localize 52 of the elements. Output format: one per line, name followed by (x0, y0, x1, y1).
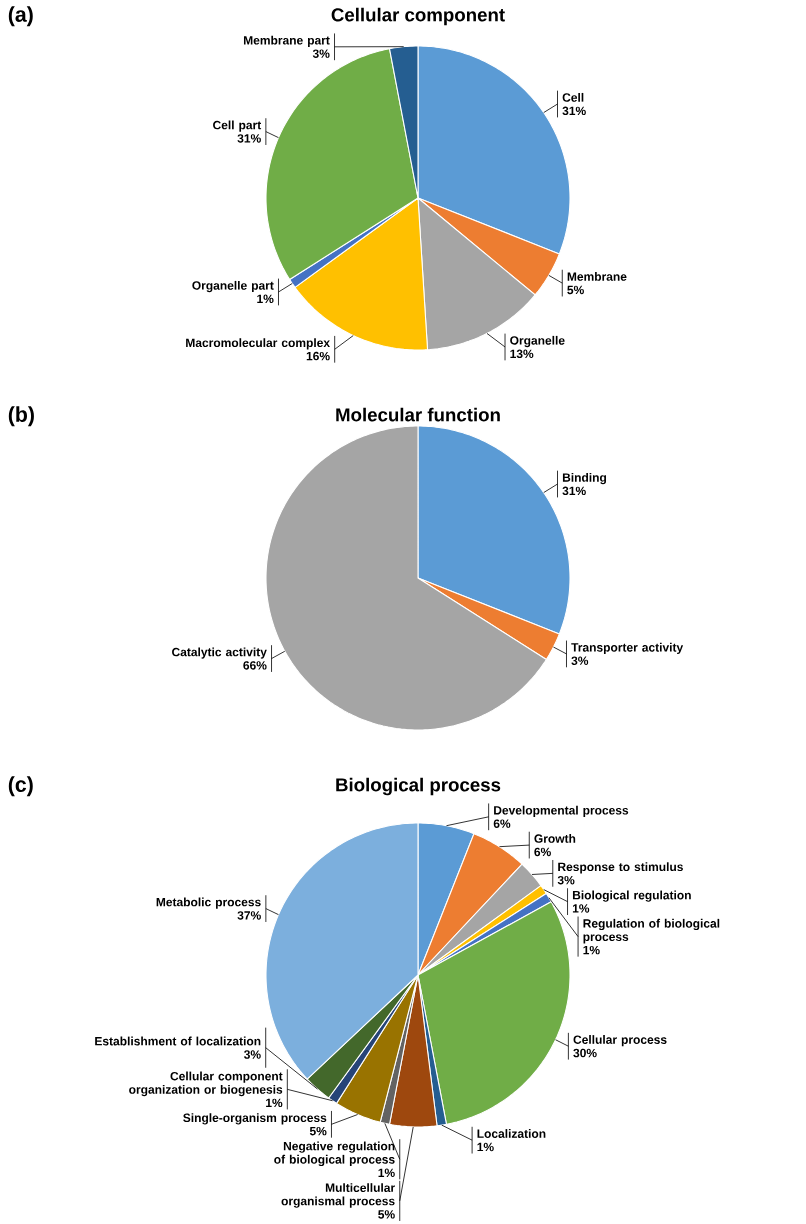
slice-label: Response to stimulus (558, 862, 683, 874)
slice-label: Negative regulation of biological process (274, 1141, 395, 1167)
slice-label: Localization (477, 1129, 546, 1138)
data-label: 1% (266, 1098, 283, 1108)
slice-label: Cellular process (573, 1035, 667, 1047)
data-label: 5% (309, 1126, 327, 1136)
data-label: 1% (477, 1142, 494, 1152)
data-label: 31% (562, 486, 586, 496)
text: (b) (8, 406, 34, 427)
data-label: 3% (312, 49, 330, 58)
slice-label: Cellular component organization or biogenesis (129, 1071, 283, 1097)
data-label: 1% (378, 1168, 395, 1177)
slice-label: Metabolic process (156, 897, 261, 909)
slice-label: Cell (562, 92, 584, 102)
chart-title: Molecular function (336, 407, 500, 422)
slice-label: Organelle part (192, 280, 274, 293)
data-label: 66% (243, 661, 267, 670)
slice-label: Multicellular organismal process (281, 1183, 395, 1208)
slice-label: Developmental process (494, 805, 629, 817)
slice-label: Regulation of biological process (583, 918, 720, 944)
data-label: 37% (237, 911, 261, 920)
slice-label: Membrane (567, 272, 627, 281)
data-label: 1% (583, 945, 600, 955)
slice-label: Biological regulation (572, 890, 691, 902)
data-label: 5% (378, 1210, 395, 1219)
slice-label: Membrane part (243, 35, 330, 47)
slice-label: Growth (534, 834, 576, 843)
slice-label: Establishment of localization (95, 1036, 261, 1046)
data-label: 3% (571, 656, 589, 665)
chart-title: Biological process (336, 777, 501, 796)
slice-label: Macromolecular complex (186, 338, 330, 350)
text: (c) (8, 776, 33, 797)
slice-label: Binding (562, 472, 606, 485)
data-label: 1% (257, 294, 274, 304)
data-label: 3% (557, 875, 575, 885)
slice-label: Organelle (510, 335, 565, 348)
slice-label: Transporter activity (571, 642, 684, 655)
chart-title: Cellular component (331, 7, 505, 26)
slice-label: Catalytic activity (172, 647, 267, 659)
data-label: 16% (306, 351, 330, 361)
text: (a) (8, 6, 33, 27)
data-label: 31% (237, 134, 261, 143)
slice-label: Cell part (213, 120, 262, 132)
data-label: 5% (567, 285, 584, 295)
data-label: 3% (244, 1050, 261, 1059)
data-label: 1% (572, 904, 590, 913)
data-label: 6% (493, 819, 511, 828)
data-label: 13% (510, 349, 534, 359)
data-label: 6% (534, 847, 551, 857)
data-label: 31% (562, 106, 586, 116)
data-label: 30% (573, 1048, 597, 1058)
slice-label: Single-organism process (183, 1113, 327, 1125)
